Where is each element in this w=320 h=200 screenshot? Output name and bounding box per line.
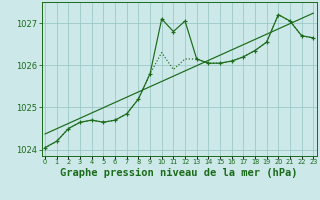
X-axis label: Graphe pression niveau de la mer (hPa): Graphe pression niveau de la mer (hPa) [60,168,298,178]
